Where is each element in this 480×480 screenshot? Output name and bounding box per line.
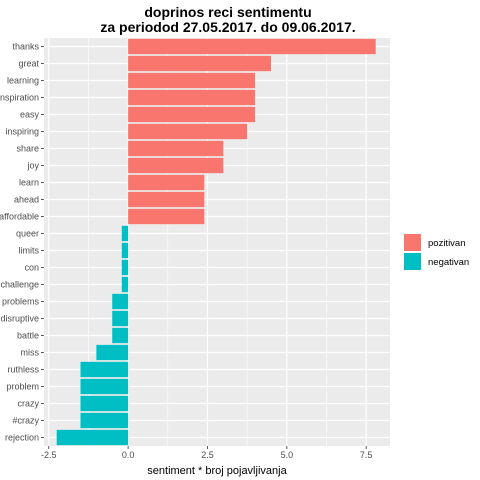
y-tick-label: challenge (0, 280, 39, 290)
bar-ruthless (80, 361, 129, 378)
chart-title-line-2: za periodod 27.05.2017. do 09.06.2017. (100, 19, 355, 35)
legend-label-pozitivan: pozitivan (428, 238, 466, 249)
x-axis-ticks: -2.5 0.0 2.5 5.0 7.5 (41, 446, 372, 460)
bar-problem (80, 378, 129, 395)
x-axis-title: sentiment * broj pojavljivanja (147, 465, 287, 477)
bar-problems (112, 293, 129, 310)
y-tick-label: rejection (5, 433, 39, 443)
y-tick-label: problems (2, 297, 40, 307)
y-tick-label: con (24, 263, 39, 273)
x-tick-label: -2.5 (41, 450, 57, 460)
bar-queer (121, 225, 129, 242)
y-tick-label: great (18, 59, 39, 69)
bars (56, 38, 376, 446)
y-tick-label: easy (20, 110, 40, 120)
bar-rejection (56, 429, 129, 446)
bar-limits (121, 242, 129, 259)
y-tick-label: inspiration (0, 93, 39, 103)
x-tick-label: 5.0 (281, 450, 294, 460)
bar-crazy (80, 412, 129, 429)
bar-miss (96, 344, 129, 361)
y-tick-label: share (16, 144, 39, 154)
y-tick-label: miss (21, 348, 40, 358)
bar-joy (128, 157, 224, 174)
bar-affordable (128, 208, 205, 225)
y-tick-label: inspiring (5, 127, 39, 137)
bar-battle (112, 327, 129, 344)
x-tick-label: 7.5 (360, 450, 373, 460)
y-tick-label: thanks (12, 42, 39, 52)
y-tick-label: battle (17, 331, 39, 341)
legend-key-negativan (404, 253, 421, 270)
y-axis-ticks: thanks great learning inspiration easy inspir… (0, 42, 44, 443)
x-tick-label: 2.5 (201, 450, 214, 460)
bar-learning (128, 72, 256, 89)
bar-thanks (128, 38, 376, 55)
legend-key-pozitivan (404, 234, 421, 251)
y-tick-label: learning (7, 76, 39, 86)
bar-share (128, 140, 224, 157)
y-tick-label: problem (6, 382, 39, 392)
y-tick-label: disruptive (0, 314, 39, 324)
bar-disruptive (112, 310, 129, 327)
bar-con (121, 259, 129, 276)
y-tick-label: ahead (14, 195, 39, 205)
bar-challenge (121, 276, 129, 293)
bar-inspiration (128, 89, 256, 106)
bar-easy (128, 106, 256, 123)
y-tick-label: joy (26, 161, 39, 171)
y-tick-label: learn (19, 178, 39, 188)
chart-title-line-1: doprinos reci sentimentu (144, 4, 311, 20)
bar-great (128, 55, 271, 72)
bar-crazy (80, 395, 129, 412)
bar-ahead (128, 191, 205, 208)
y-tick-label: queer (16, 229, 39, 239)
legend: pozitivan negativan (404, 234, 469, 270)
bar-inspiring (128, 123, 248, 140)
y-tick-label: limits (19, 246, 40, 256)
bar-learn (128, 174, 205, 191)
plot-panel (44, 38, 390, 446)
y-tick-label: #crazy (12, 416, 39, 426)
y-tick-label: crazy (17, 399, 39, 409)
x-tick-label: 0.0 (122, 450, 135, 460)
legend-label-negativan: negativan (428, 257, 469, 268)
y-tick-label: affordable (0, 212, 39, 222)
y-tick-label: ruthless (7, 365, 39, 375)
